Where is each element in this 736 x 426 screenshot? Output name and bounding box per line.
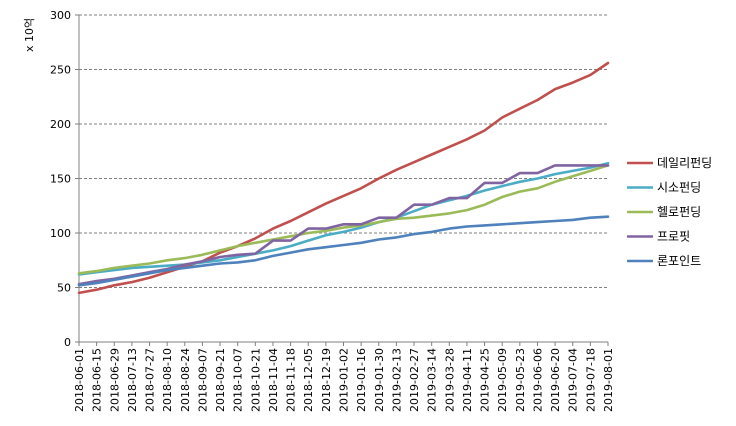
legend-label: 론포인트 [657, 254, 701, 268]
x-tick-label: 2019-06-20 [549, 348, 562, 412]
legend-label: 헬로펀딩 [657, 205, 701, 219]
x-tick-label: 2019-04-25 [479, 348, 492, 412]
x-tick-label: 2019-04-11 [461, 348, 474, 412]
x-tick-label: 2018-09-07 [196, 348, 209, 412]
x-tick-label: 2019-06-06 [531, 348, 544, 412]
series-lines [77, 61, 610, 295]
x-tick-label: 2019-01-30 [373, 348, 386, 412]
x-tick-label: 2018-08-10 [161, 348, 174, 412]
x-tick-label: 2019-02-13 [390, 348, 403, 412]
y-axis-label: x 10억 [23, 18, 36, 52]
x-tick-label: 2019-05-09 [496, 348, 509, 412]
x-tick-label: 2019-03-28 [443, 348, 456, 412]
y-tick-label: 300 [50, 9, 71, 22]
axes: 0 50 100 150 200 250 300 2018-06-01 2018-06-15 20… [50, 9, 615, 412]
y-tick-label: 100 [50, 227, 71, 240]
y-tick-label: 150 [50, 173, 71, 186]
y-tick-label: 200 [50, 118, 71, 131]
x-tick-label: 2018-06-15 [91, 348, 104, 412]
y-tick-label: 0 [64, 336, 71, 349]
x-tick-label: 2018-10-21 [249, 348, 262, 412]
x-tick-label: 2019-07-18 [584, 348, 597, 412]
gridlines [79, 14, 608, 288]
y-tick-label: 250 [50, 64, 71, 77]
x-tick-label: 2019-05-23 [514, 348, 527, 412]
x-tick-label: 2018-11-18 [285, 348, 298, 412]
series-line-2 [77, 164, 610, 275]
x-tick-label: 2018-09-21 [214, 348, 227, 412]
legend-label: 프로핏 [657, 230, 690, 244]
y-tick-label: 50 [57, 282, 71, 295]
x-tick-label: 2018-11-04 [267, 348, 280, 412]
legend-label: 시소펀딩 [657, 181, 701, 195]
x-tick-label: 2018-07-13 [126, 348, 139, 412]
x-tick-label: 2018-12-19 [320, 348, 333, 412]
x-tick-label: 2018-12-05 [302, 348, 315, 412]
x-tick-label: 2019-07-04 [567, 348, 580, 412]
x-tick-label: 2019-01-02 [338, 348, 351, 412]
x-tick-label: 2019-08-01 [602, 348, 615, 412]
x-tick-label: 2019-03-14 [426, 348, 439, 412]
x-tick-label: 2018-10-07 [232, 348, 245, 412]
series-line-1 [77, 161, 610, 276]
x-tick-label: 2019-02-27 [408, 348, 421, 412]
x-tick-label: 2018-06-29 [108, 348, 121, 412]
x-tick-label: 2018-08-24 [179, 348, 192, 412]
series-line-0 [77, 61, 610, 295]
x-tick-label: 2018-06-01 [73, 348, 86, 412]
x-tick-label: 2018-07-27 [144, 348, 157, 412]
legend-label: 데일리펀딩 [657, 156, 712, 170]
x-tick-label: 2019-01-16 [355, 348, 368, 412]
series-line-4 [77, 215, 610, 287]
